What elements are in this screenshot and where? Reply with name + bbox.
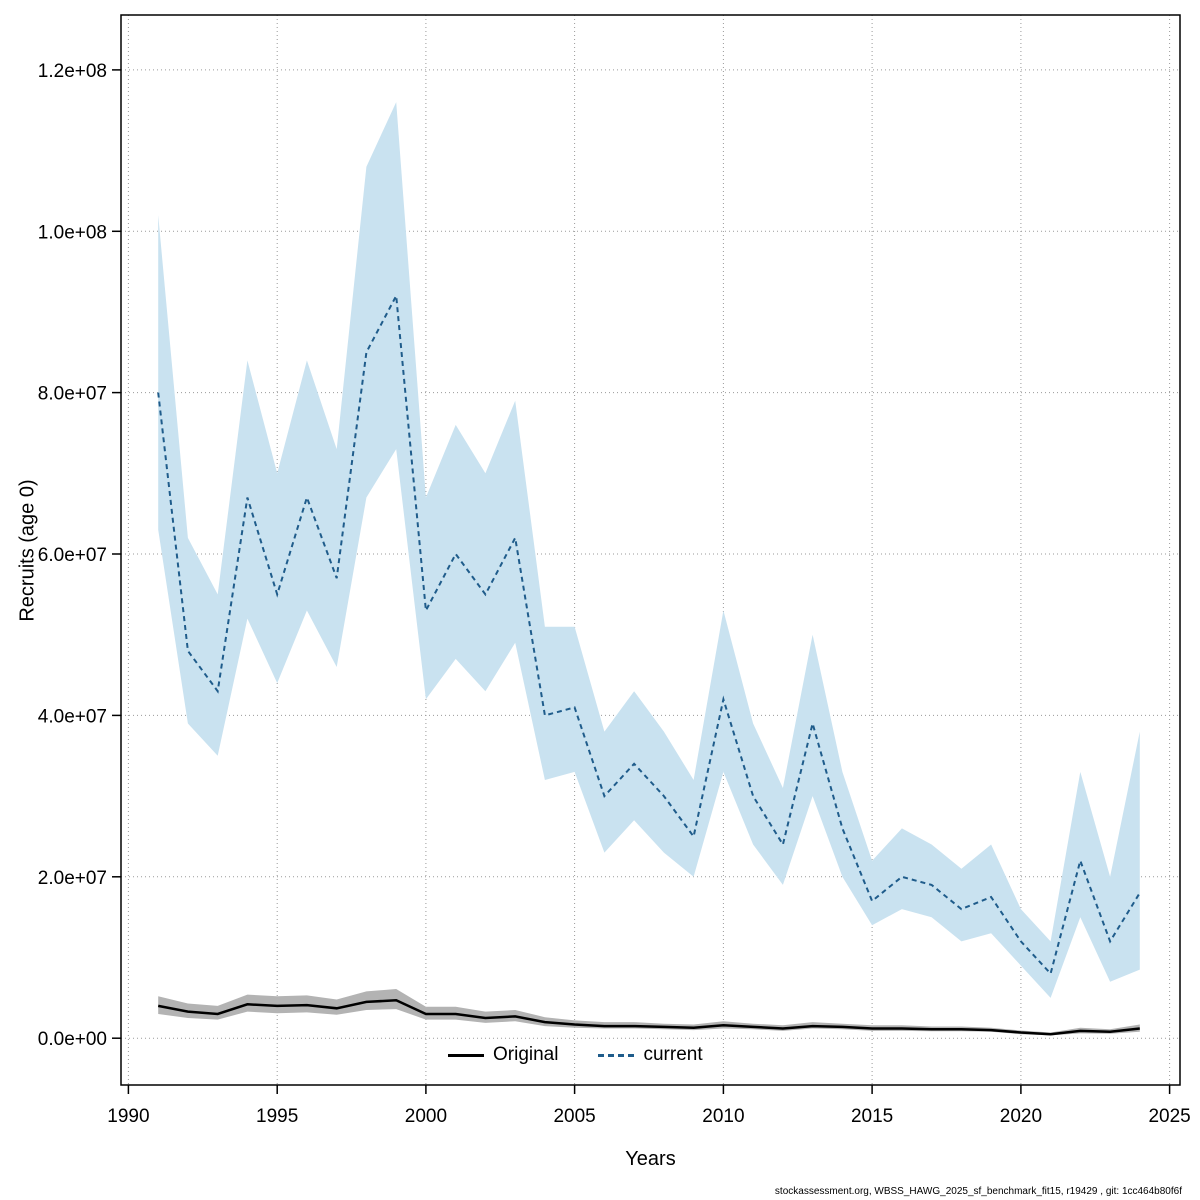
y-axis-label-wrap: Recruits (age 0) [6, 0, 50, 1100]
y-tick-label: 2.0e+07 [38, 868, 107, 889]
y-tick-label: 8.0e+07 [38, 384, 107, 405]
x-tick-label: 2020 [1000, 1106, 1042, 1127]
current-line [157, 292, 1141, 976]
x-tick-label: 2025 [1148, 1106, 1190, 1127]
x-tick-label: 2005 [553, 1106, 595, 1127]
x-tick-label: 2015 [851, 1106, 893, 1127]
x-tick-label: 2000 [405, 1106, 447, 1127]
legend-label-original: Original [493, 1044, 559, 1065]
x-tick-label: 1995 [256, 1106, 298, 1127]
plot-box [120, 14, 1181, 1086]
original-line [157, 999, 1140, 1036]
x-axis-label: Years [625, 1148, 676, 1170]
y-tick-label: 4.0e+07 [38, 706, 107, 727]
original-line-swatch [448, 1053, 484, 1057]
y-axis-label: Recruits (age 0) [16, 478, 39, 622]
footer-citation: stockassessment.org, WBSS_HAWG_2025_sf_b… [774, 1186, 1182, 1197]
y-tick-label: 1.2e+08 [38, 61, 107, 82]
x-tick-label: 2010 [702, 1106, 744, 1127]
x-tick-label: 1990 [107, 1106, 149, 1127]
original-confidence-band [158, 989, 1140, 1036]
current-confidence-band [158, 102, 1140, 998]
y-tick-label: 0.0e+00 [38, 1029, 107, 1050]
legend-item-original: Original [448, 1044, 558, 1066]
legend-item-current: current [598, 1044, 703, 1066]
y-tick-label: 1.0e+08 [38, 222, 107, 243]
legend-label-current: current [643, 1044, 703, 1065]
y-tick-label: 6.0e+07 [38, 545, 107, 566]
current-line-swatch [598, 1053, 635, 1057]
legend: Original current [448, 1044, 729, 1066]
